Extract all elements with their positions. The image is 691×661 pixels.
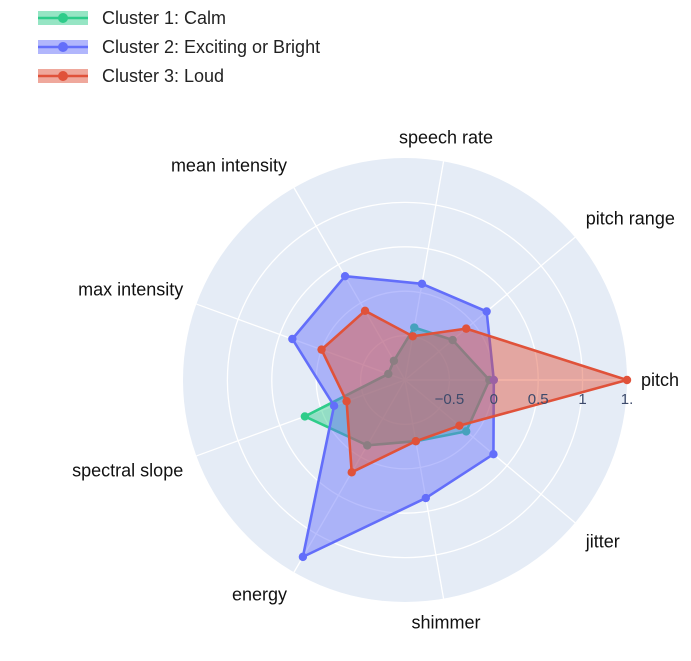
data-point-mean-intensity[interactable] xyxy=(360,306,370,315)
data-point-mean-intensity[interactable] xyxy=(389,356,399,365)
data-point-energy[interactable] xyxy=(347,468,356,477)
series-area xyxy=(320,309,629,474)
axis-labels: pitch pitch range speech rate mean intensit… xyxy=(72,128,679,633)
data-point-mean-intensity[interactable] xyxy=(340,271,350,281)
data-point-pitch-range[interactable] xyxy=(462,324,471,333)
radial-tick-label: 1 xyxy=(578,391,586,408)
data-point-pitch-range[interactable] xyxy=(482,307,491,316)
grid-spoke xyxy=(404,379,445,599)
data-point-spectral-slope[interactable] xyxy=(300,412,310,421)
legend-marker xyxy=(58,42,68,52)
data-point-pitch-range[interactable] xyxy=(448,335,457,345)
data-point-shimmer[interactable] xyxy=(411,437,420,446)
grid-spoke xyxy=(293,379,406,573)
series-cluster-3-loud xyxy=(317,306,632,477)
radial-tick-label: −0.5 xyxy=(435,391,465,408)
axis-label-energy: energy xyxy=(232,584,287,604)
axis-label-mean-intensity: mean intensity xyxy=(171,156,287,176)
data-point-max-intensity[interactable] xyxy=(317,345,326,354)
axis-label-jitter: jitter xyxy=(585,532,620,552)
data-point-speech-rate[interactable] xyxy=(410,323,419,332)
legend-label: Cluster 2: Exciting or Bright xyxy=(102,37,320,57)
series-area xyxy=(291,274,496,559)
data-point-max-intensity[interactable] xyxy=(384,369,393,379)
radial-tick-label: 1. xyxy=(621,391,634,408)
legend-marker xyxy=(58,13,68,23)
legend-item-cluster-2-exciting-or-bright[interactable]: Cluster 2: Exciting or Bright xyxy=(38,37,320,57)
grid-spoke xyxy=(404,379,576,524)
series-cluster-2-exciting-or-bright xyxy=(288,271,498,562)
grid-spoke xyxy=(196,379,406,457)
grid-spoke xyxy=(293,187,406,381)
data-point-pitch[interactable] xyxy=(489,375,498,385)
legend-item-cluster-1-calm[interactable]: Cluster 1: Calm xyxy=(38,8,226,28)
radial-tick-labels: −0.5 0 0.5 1 1. xyxy=(435,391,634,408)
axis-label-max-intensity: max intensity xyxy=(78,279,183,299)
radial-tick-label: 0.5 xyxy=(528,391,549,408)
data-point-pitch[interactable] xyxy=(622,375,632,385)
polar-background xyxy=(183,158,627,602)
axis-label-speech-rate: speech rate xyxy=(399,128,493,148)
data-point-speech-rate[interactable] xyxy=(408,332,417,341)
legend-label: Cluster 3: Loud xyxy=(102,66,224,86)
data-point-jitter[interactable] xyxy=(489,450,498,459)
data-point-spectral-slope[interactable] xyxy=(342,397,351,406)
data-point-shimmer[interactable] xyxy=(421,493,431,503)
grid-spoke xyxy=(196,303,406,381)
grid-spoke xyxy=(404,236,576,381)
radial-tick-label: 0 xyxy=(490,391,498,408)
legend-item-cluster-3-loud[interactable]: Cluster 3: Loud xyxy=(38,66,224,86)
data-point-spectral-slope[interactable] xyxy=(329,401,339,411)
grid-spoke xyxy=(404,161,445,381)
data-point-speech-rate[interactable] xyxy=(417,279,427,289)
data-point-energy[interactable] xyxy=(298,552,308,562)
data-point-jitter[interactable] xyxy=(462,427,471,436)
legend[interactable]: Cluster 1: Calm Cluster 2: Exciting or Br… xyxy=(38,8,320,86)
axis-label-spectral-slope: spectral slope xyxy=(72,461,183,481)
data-point-jitter[interactable] xyxy=(455,421,464,430)
series-layer xyxy=(288,271,632,562)
legend-marker xyxy=(58,71,68,81)
legend-label: Cluster 1: Calm xyxy=(102,8,226,28)
data-point-max-intensity[interactable] xyxy=(288,334,297,344)
data-point-energy[interactable] xyxy=(363,441,372,450)
axis-label-shimmer: shimmer xyxy=(411,612,480,632)
axis-label-pitch-range: pitch range xyxy=(586,208,675,228)
series-cluster-1-calm xyxy=(300,323,494,450)
axis-label-pitch: pitch xyxy=(641,370,679,390)
